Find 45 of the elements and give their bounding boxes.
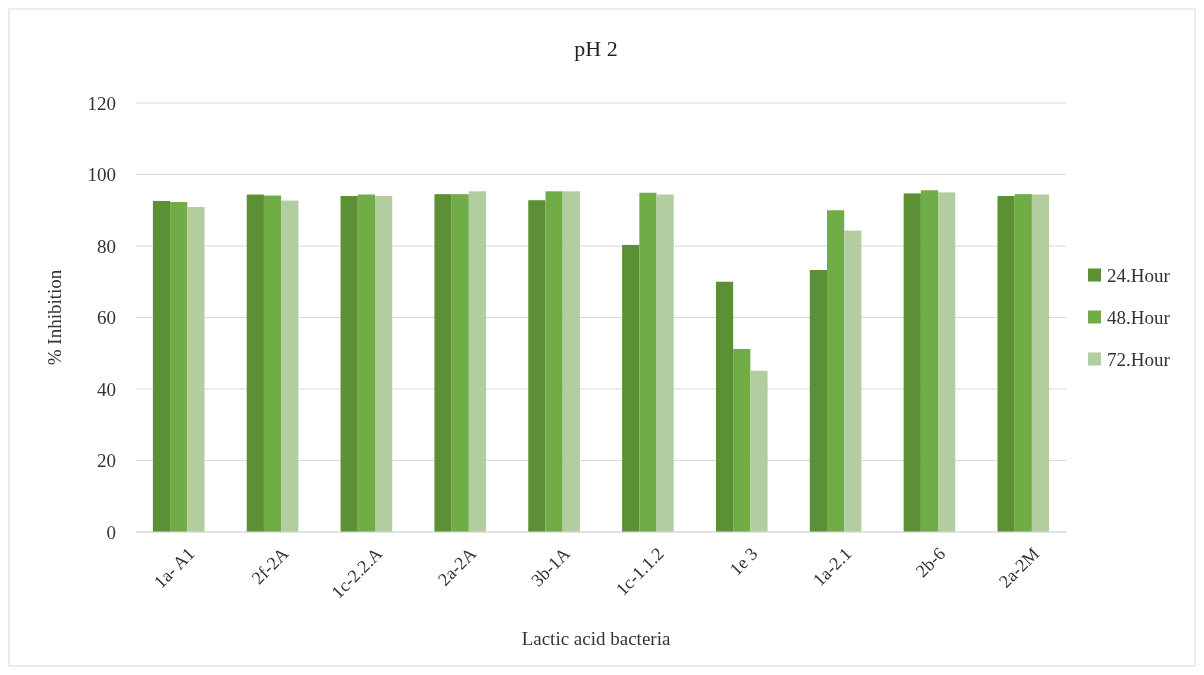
bar xyxy=(246,194,264,532)
y-tick-label: 60 xyxy=(97,307,116,329)
chart-title: pH 2 xyxy=(574,36,618,61)
y-tick-label: 20 xyxy=(97,450,116,472)
bar xyxy=(733,348,751,532)
bar xyxy=(750,370,768,532)
y-tick-label: 0 xyxy=(106,521,116,543)
bar xyxy=(809,269,828,532)
bar xyxy=(451,194,469,532)
bar xyxy=(562,191,580,532)
bar xyxy=(152,200,171,532)
x-tick-label: 1e 3 xyxy=(725,543,762,580)
bar xyxy=(997,195,1015,532)
legend-label: 72.Hour xyxy=(1107,349,1171,371)
bar xyxy=(639,192,657,532)
bar xyxy=(545,191,563,532)
bar xyxy=(263,195,282,532)
legend-label: 48.Hour xyxy=(1107,307,1171,329)
bar xyxy=(528,200,546,532)
y-tick-label: 120 xyxy=(87,92,116,114)
bar xyxy=(357,194,375,532)
bar xyxy=(656,194,674,532)
bar xyxy=(374,195,393,532)
bar xyxy=(170,202,188,532)
bar xyxy=(622,244,640,532)
bar xyxy=(903,193,921,532)
bar xyxy=(1031,194,1050,532)
legend-label: 24.Hour xyxy=(1107,265,1171,287)
y-tick-label: 40 xyxy=(97,378,116,400)
bar xyxy=(468,191,487,532)
y-tick-label: 80 xyxy=(97,235,116,257)
bar xyxy=(340,195,358,532)
y-axis-title: % Inhibition xyxy=(44,269,65,366)
bar xyxy=(827,210,845,532)
bar xyxy=(844,230,862,532)
bar xyxy=(920,190,939,532)
bar xyxy=(938,192,956,532)
bar xyxy=(281,200,299,532)
bar xyxy=(715,281,734,532)
bar xyxy=(187,207,205,532)
bar xyxy=(1014,194,1032,532)
bar xyxy=(434,194,452,532)
x-axis-title: Lactic acid bacteria xyxy=(521,628,671,649)
y-tick-label: 100 xyxy=(87,164,116,186)
x-tick-label: 1a- A1 xyxy=(150,543,199,593)
